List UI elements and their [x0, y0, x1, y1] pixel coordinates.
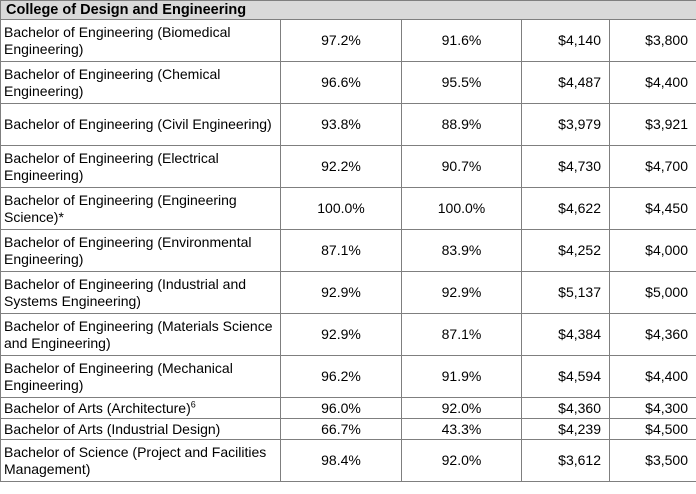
employment-rate-overall: 98.4% — [280, 439, 402, 482]
median-salary: $4,500 — [609, 418, 696, 440]
median-salary: $3,800 — [609, 19, 696, 62]
mean-salary: $3,612 — [521, 439, 610, 482]
employment-rate-overall: 93.8% — [280, 103, 402, 146]
median-salary: $4,700 — [609, 145, 696, 188]
table-row: Bachelor of Arts (Architecture)6 96.0% 9… — [0, 397, 696, 419]
program-name: Bachelor of Engineering (Chemical Engine… — [0, 61, 281, 104]
mean-salary: $4,594 — [521, 355, 610, 398]
employment-rate-fulltime: 90.7% — [401, 145, 522, 188]
median-salary: $4,360 — [609, 313, 696, 356]
employment-rate-fulltime: 92.9% — [401, 271, 522, 314]
employment-rate-overall: 92.2% — [280, 145, 402, 188]
employment-rate-fulltime: 43.3% — [401, 418, 522, 440]
program-name: Bachelor of Engineering (Engineering Sci… — [0, 187, 281, 230]
median-salary: $4,400 — [609, 61, 696, 104]
program-name: Bachelor of Arts (Industrial Design) — [0, 418, 281, 440]
section-title: College of Design and Engineering — [0, 0, 696, 20]
employment-rate-overall: 66.7% — [280, 418, 402, 440]
employment-rate-fulltime: 92.0% — [401, 397, 522, 419]
employment-rate-fulltime: 91.6% — [401, 19, 522, 62]
table-row: Bachelor of Arts (Industrial Design) 66.… — [0, 418, 696, 440]
program-name: Bachelor of Engineering (Electrical Engi… — [0, 145, 281, 188]
mean-salary: $4,622 — [521, 187, 610, 230]
employment-rate-fulltime: 91.9% — [401, 355, 522, 398]
footnote-marker: 6 — [190, 398, 196, 409]
table-row: Bachelor of Engineering (Mechanical Engi… — [0, 355, 696, 398]
employment-rate-fulltime: 83.9% — [401, 229, 522, 272]
mean-salary: $4,140 — [521, 19, 610, 62]
table-row: Bachelor of Engineering (Civil Engineeri… — [0, 103, 696, 146]
mean-salary: $5,137 — [521, 271, 610, 314]
employment-rate-overall: 92.9% — [280, 271, 402, 314]
table-row: Bachelor of Engineering (Biomedical Engi… — [0, 19, 696, 62]
table-row: Bachelor of Engineering (Engineering Sci… — [0, 187, 696, 230]
median-salary: $4,000 — [609, 229, 696, 272]
employment-rate-overall: 96.0% — [280, 397, 402, 419]
median-salary: $3,921 — [609, 103, 696, 146]
program-name: Bachelor of Engineering (Materials Scien… — [0, 313, 281, 356]
table-row: Bachelor of Engineering (Industrial and … — [0, 271, 696, 314]
median-salary: $5,000 — [609, 271, 696, 314]
mean-salary: $3,979 — [521, 103, 610, 146]
employment-rate-overall: 87.1% — [280, 229, 402, 272]
employment-rate-overall: 96.2% — [280, 355, 402, 398]
table-row: Bachelor of Science (Project and Facilit… — [0, 439, 696, 482]
median-salary: $4,450 — [609, 187, 696, 230]
table-row: Bachelor of Engineering (Electrical Engi… — [0, 145, 696, 188]
median-salary: $4,300 — [609, 397, 696, 419]
mean-salary: $4,384 — [521, 313, 610, 356]
mean-salary: $4,239 — [521, 418, 610, 440]
program-name: Bachelor of Engineering (Environmental E… — [0, 229, 281, 272]
employment-rate-fulltime: 100.0% — [401, 187, 522, 230]
median-salary: $4,400 — [609, 355, 696, 398]
employment-rate-fulltime: 95.5% — [401, 61, 522, 104]
employment-rate-overall: 100.0% — [280, 187, 402, 230]
section-header-row: College of Design and Engineering — [0, 0, 696, 20]
median-salary: $3,500 — [609, 439, 696, 482]
employment-rate-overall: 97.2% — [280, 19, 402, 62]
employment-rate-fulltime: 92.0% — [401, 439, 522, 482]
mean-salary: $4,487 — [521, 61, 610, 104]
table-row: Bachelor of Engineering (Materials Scien… — [0, 313, 696, 356]
employment-table: College of Design and Engineering Bachel… — [0, 0, 696, 482]
mean-salary: $4,360 — [521, 397, 610, 419]
program-name: Bachelor of Engineering (Biomedical Engi… — [0, 19, 281, 62]
mean-salary: $4,730 — [521, 145, 610, 188]
table-row: Bachelor of Engineering (Chemical Engine… — [0, 61, 696, 104]
program-name: Bachelor of Engineering (Mechanical Engi… — [0, 355, 281, 398]
program-name: Bachelor of Arts (Architecture)6 — [0, 397, 281, 419]
program-name: Bachelor of Engineering (Industrial and … — [0, 271, 281, 314]
employment-rate-fulltime: 88.9% — [401, 103, 522, 146]
table-row: Bachelor of Engineering (Environmental E… — [0, 229, 696, 272]
mean-salary: $4,252 — [521, 229, 610, 272]
employment-rate-overall: 92.9% — [280, 313, 402, 356]
program-name: Bachelor of Science (Project and Facilit… — [0, 439, 281, 482]
program-name: Bachelor of Engineering (Civil Engineeri… — [0, 103, 281, 146]
program-name-text: Bachelor of Arts (Architecture) — [4, 399, 191, 416]
employment-rate-overall: 96.6% — [280, 61, 402, 104]
employment-rate-fulltime: 87.1% — [401, 313, 522, 356]
